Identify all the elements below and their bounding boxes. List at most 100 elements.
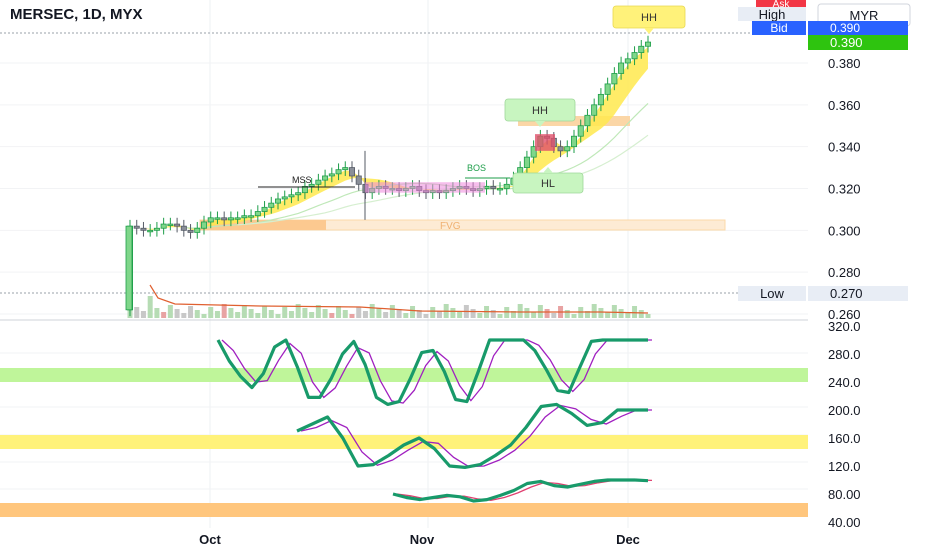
volume-bar xyxy=(470,309,476,318)
volume-ma-line xyxy=(149,284,649,314)
volume-bar xyxy=(403,313,409,318)
candle-body xyxy=(490,186,497,189)
oscillator-line xyxy=(296,402,648,469)
price-tick-label: 0.320 xyxy=(828,182,861,197)
oscillator-tick-label: 120.0 xyxy=(828,459,861,474)
candle-body xyxy=(328,173,335,177)
volume-bars xyxy=(127,284,651,318)
ma-ribbon-fill xyxy=(130,47,648,231)
candle-body xyxy=(147,229,154,233)
candle-body xyxy=(160,223,167,229)
candle-body xyxy=(503,183,510,189)
oscillator-tick-label: 80.00 xyxy=(828,487,861,502)
bid-label: Bid xyxy=(770,21,787,35)
moving-average-ribbon xyxy=(130,47,649,231)
candle-body xyxy=(624,58,631,64)
candle-body xyxy=(645,41,652,47)
fvg-box-filled xyxy=(200,220,326,230)
candle-body xyxy=(322,175,329,181)
price-tick-label: 0.360 xyxy=(828,98,861,113)
volume-bar xyxy=(161,312,167,318)
volume-bar xyxy=(383,312,389,318)
volume-bar xyxy=(551,313,557,318)
candle-body xyxy=(200,221,207,229)
oscillator-line xyxy=(392,478,649,503)
candle-body xyxy=(348,167,355,177)
volume-bar xyxy=(632,306,638,318)
time-tick-label: Nov xyxy=(410,532,435,547)
volume-bar xyxy=(302,308,308,318)
volume-bar xyxy=(369,304,375,318)
oscillator-tick-label: 320.0 xyxy=(828,319,861,334)
volume-bar xyxy=(638,310,644,318)
oscillator-tick-label: 240.0 xyxy=(828,375,861,390)
oscillator-tick-label: 200.0 xyxy=(828,403,861,418)
volume-bar xyxy=(510,311,516,318)
volume-bar xyxy=(181,313,187,318)
candle-body xyxy=(571,135,578,148)
volume-bar xyxy=(517,304,523,318)
candle-body xyxy=(301,186,308,194)
volume-bar xyxy=(423,314,429,318)
volume-bar xyxy=(389,305,395,318)
volume-bar xyxy=(591,304,597,318)
price-tick-label: 0.280 xyxy=(828,265,861,280)
band-green xyxy=(0,368,808,382)
candle-body xyxy=(180,225,187,231)
volume-bar xyxy=(201,314,207,318)
oscillator-tick-label: 280.0 xyxy=(828,347,861,362)
candle-body xyxy=(604,83,611,95)
volume-bar xyxy=(362,311,368,318)
candle-body xyxy=(234,217,241,220)
candle-body xyxy=(274,198,281,204)
ask-tag xyxy=(756,0,806,7)
volume-bar xyxy=(167,305,173,318)
oscillator-tick-label: 40.00 xyxy=(828,515,861,530)
candle-body xyxy=(335,169,342,175)
price-tick-label: 0.260 xyxy=(828,307,861,322)
low-label: Low xyxy=(760,286,784,301)
time-tick-label: Dec xyxy=(616,532,640,547)
candle-body xyxy=(268,202,275,208)
volume-bar xyxy=(208,307,214,318)
price-tick-label: 0.300 xyxy=(828,223,861,238)
volume-bar xyxy=(645,314,651,318)
volume-bar xyxy=(544,309,550,318)
candle-body xyxy=(308,183,315,187)
bid-value-tag xyxy=(808,21,908,35)
high-tag xyxy=(738,7,806,21)
candle-body xyxy=(133,225,140,229)
volume-bar xyxy=(396,309,402,318)
candle-body xyxy=(597,93,604,106)
candle-body xyxy=(261,206,268,212)
volume-bar xyxy=(174,309,180,318)
price-tick-label: 0.380 xyxy=(828,56,861,71)
candle-body xyxy=(288,194,295,198)
fvg-zone xyxy=(199,116,726,231)
low-value: 0.270 xyxy=(830,286,863,301)
hh-top-bubble-label: HH xyxy=(641,12,657,24)
volume-bar xyxy=(140,311,146,318)
volume-bar xyxy=(598,308,604,318)
volume-bar xyxy=(490,310,496,318)
hh-top-bubble-tail xyxy=(644,28,654,34)
candle-body xyxy=(187,229,194,233)
volume-bar xyxy=(436,311,442,318)
candle-body xyxy=(342,167,349,171)
volume-bar xyxy=(235,312,241,318)
volume-bar xyxy=(134,307,140,318)
band-orange xyxy=(0,503,808,517)
hh-mid-bubble-label: HH xyxy=(532,105,548,117)
hl-bubble-tail xyxy=(543,167,553,173)
candle-body xyxy=(355,175,362,185)
candle-body xyxy=(530,146,537,158)
volume-bar xyxy=(154,308,160,318)
bid-value: 0.390 xyxy=(830,21,860,35)
bearish-zone xyxy=(365,182,485,193)
volume-bar xyxy=(524,308,530,318)
candle-body xyxy=(591,104,598,116)
volume-bar xyxy=(531,312,537,318)
candle-body xyxy=(241,215,248,219)
